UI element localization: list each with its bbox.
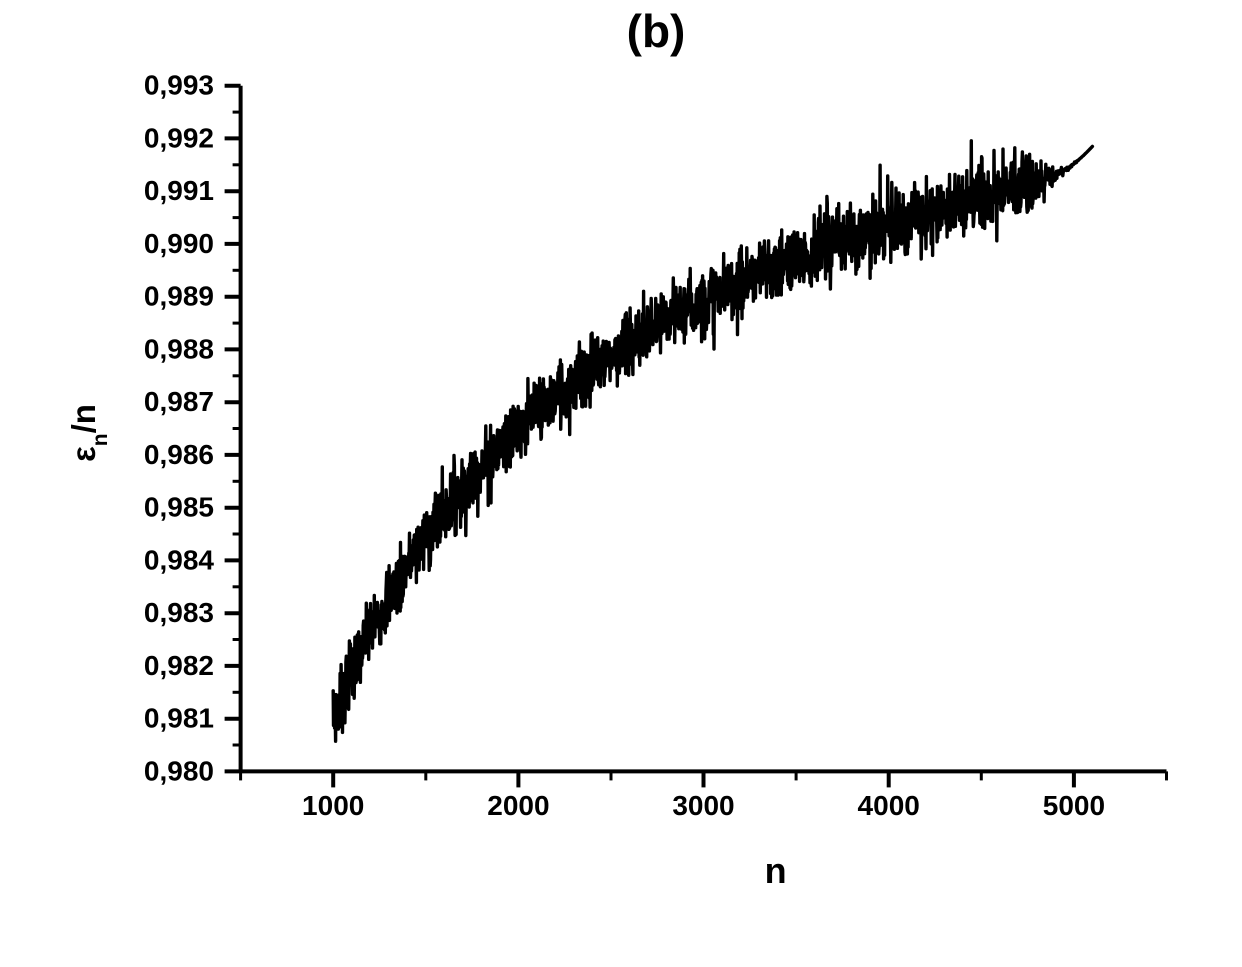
- svg-text:(b): (b): [627, 5, 686, 57]
- svg-text:εn/n: εn/n: [65, 404, 112, 462]
- svg-text:0,990: 0,990: [144, 228, 214, 259]
- svg-text:0,989: 0,989: [144, 281, 214, 312]
- svg-text:2000: 2000: [487, 790, 549, 821]
- svg-text:0,980: 0,980: [144, 755, 214, 786]
- svg-text:0,981: 0,981: [144, 703, 214, 734]
- svg-text:0,992: 0,992: [144, 122, 214, 153]
- svg-text:4000: 4000: [858, 790, 920, 821]
- svg-text:0,985: 0,985: [144, 492, 214, 523]
- svg-text:0,991: 0,991: [144, 175, 214, 206]
- svg-text:5000: 5000: [1043, 790, 1105, 821]
- svg-text:0,983: 0,983: [144, 597, 214, 628]
- svg-text:0,988: 0,988: [144, 333, 214, 364]
- svg-text:0,982: 0,982: [144, 650, 214, 681]
- svg-text:3000: 3000: [672, 790, 734, 821]
- svg-text:0,993: 0,993: [144, 70, 214, 101]
- svg-text:n: n: [765, 850, 787, 891]
- svg-text:1000: 1000: [302, 790, 364, 821]
- svg-text:0,986: 0,986: [144, 439, 214, 470]
- svg-text:0,984: 0,984: [144, 544, 214, 575]
- svg-text:0,987: 0,987: [144, 386, 214, 417]
